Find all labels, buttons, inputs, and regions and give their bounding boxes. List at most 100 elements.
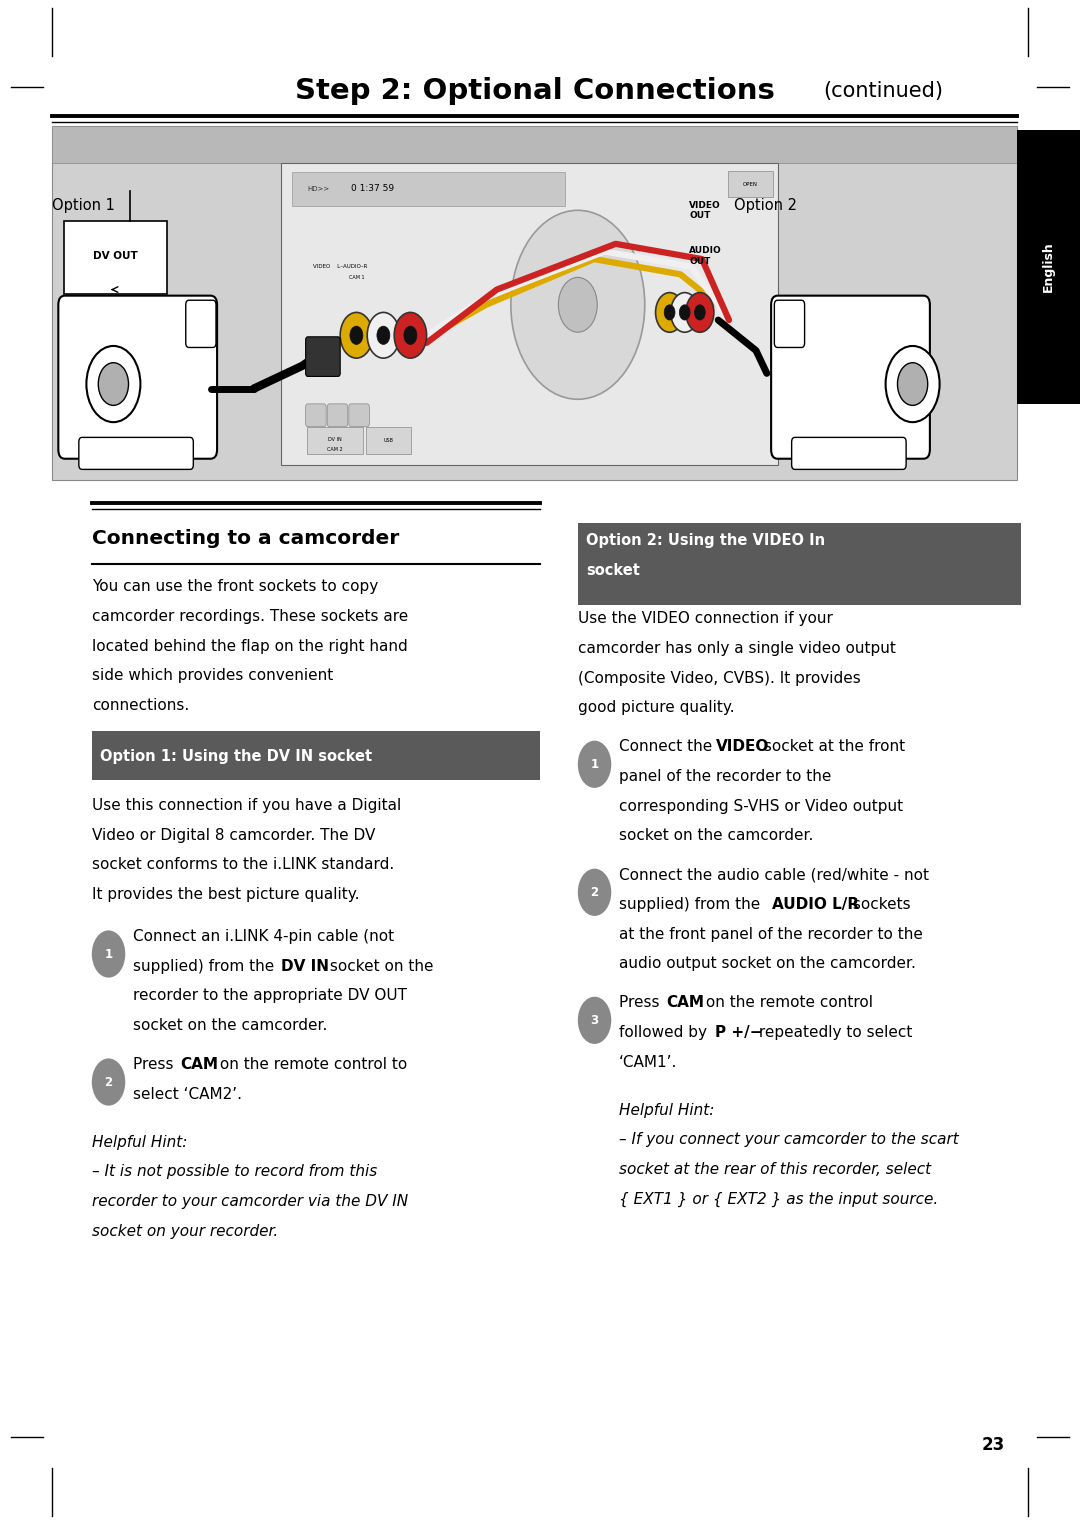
Text: AUDIO L/R: AUDIO L/R — [772, 896, 860, 911]
Circle shape — [367, 312, 400, 358]
Text: select ‘CAM2’.: select ‘CAM2’. — [133, 1087, 242, 1102]
Circle shape — [511, 210, 645, 399]
Text: 2: 2 — [105, 1076, 112, 1088]
Text: (continued): (continued) — [823, 81, 943, 102]
Text: CAM 2: CAM 2 — [327, 447, 342, 453]
Circle shape — [350, 326, 363, 344]
Text: socket on the camcorder.: socket on the camcorder. — [619, 828, 813, 843]
Text: socket conforms to the i.LINK standard.: socket conforms to the i.LINK standard. — [92, 856, 394, 872]
Text: English: English — [1042, 241, 1055, 293]
Circle shape — [897, 363, 928, 405]
FancyBboxPatch shape — [64, 221, 167, 294]
Text: recorder to your camcorder via the DV IN: recorder to your camcorder via the DV IN — [92, 1193, 408, 1209]
FancyBboxPatch shape — [52, 126, 1017, 163]
FancyBboxPatch shape — [186, 300, 216, 347]
Text: socket on your recorder.: socket on your recorder. — [92, 1224, 278, 1239]
Text: socket: socket — [586, 562, 640, 578]
FancyBboxPatch shape — [52, 126, 1017, 480]
Text: Press: Press — [133, 1058, 178, 1071]
Text: CAM: CAM — [666, 995, 704, 1010]
Text: Connect an i.LINK 4-pin cable (not: Connect an i.LINK 4-pin cable (not — [133, 928, 394, 943]
Circle shape — [578, 741, 611, 788]
Text: Option 2: Using the VIDEO In: Option 2: Using the VIDEO In — [586, 533, 825, 549]
Circle shape — [694, 305, 705, 320]
FancyBboxPatch shape — [92, 730, 540, 779]
Circle shape — [92, 930, 125, 978]
Text: Option 2: Option 2 — [734, 198, 797, 213]
Text: VIDEO    L–AUDIO–R: VIDEO L–AUDIO–R — [313, 264, 367, 270]
Text: recorder to the appropriate DV OUT: recorder to the appropriate DV OUT — [133, 988, 407, 1003]
Text: Use the VIDEO connection if your: Use the VIDEO connection if your — [578, 611, 833, 626]
Text: DV IN: DV IN — [328, 437, 341, 442]
Text: Use this connection if you have a Digital: Use this connection if you have a Digita… — [92, 797, 401, 812]
Text: socket at the front: socket at the front — [759, 739, 905, 754]
Text: (Composite Video, CVBS). It provides: (Composite Video, CVBS). It provides — [578, 671, 861, 686]
FancyBboxPatch shape — [79, 437, 193, 469]
Text: sockets: sockets — [848, 896, 910, 911]
Text: CAM 1: CAM 1 — [349, 274, 364, 280]
Text: VIDEO: VIDEO — [716, 739, 769, 754]
Text: AUDIO
OUT: AUDIO OUT — [689, 247, 721, 265]
Text: Video or Digital 8 camcorder. The DV: Video or Digital 8 camcorder. The DV — [92, 828, 375, 843]
FancyBboxPatch shape — [307, 427, 363, 454]
Text: { EXT1 } or { EXT2 } as the input source.: { EXT1 } or { EXT2 } as the input source… — [619, 1192, 939, 1207]
FancyBboxPatch shape — [327, 404, 348, 427]
FancyBboxPatch shape — [771, 296, 930, 459]
Circle shape — [92, 1058, 125, 1106]
Text: OPEN: OPEN — [743, 181, 758, 187]
Text: Step 2: Optional Connections: Step 2: Optional Connections — [295, 78, 785, 105]
Circle shape — [656, 293, 684, 332]
Text: VIDEO
OUT: VIDEO OUT — [689, 201, 720, 219]
Text: camcorder recordings. These sockets are: camcorder recordings. These sockets are — [92, 608, 408, 623]
Text: 23: 23 — [981, 1436, 1004, 1454]
FancyBboxPatch shape — [792, 437, 906, 469]
Text: Helpful Hint:: Helpful Hint: — [92, 1134, 187, 1149]
FancyBboxPatch shape — [58, 296, 217, 459]
Text: on the remote control: on the remote control — [701, 995, 873, 1010]
Text: DV IN: DV IN — [282, 959, 329, 974]
Text: socket on the camcorder.: socket on the camcorder. — [133, 1018, 327, 1033]
Circle shape — [578, 997, 611, 1044]
Circle shape — [679, 305, 690, 320]
Circle shape — [558, 277, 597, 332]
Circle shape — [86, 346, 140, 422]
Text: P +/−: P +/− — [715, 1026, 762, 1039]
Circle shape — [671, 293, 699, 332]
Text: Option 1: Option 1 — [52, 198, 114, 213]
FancyBboxPatch shape — [349, 404, 369, 427]
Text: socket at the rear of this recorder, select: socket at the rear of this recorder, sel… — [619, 1163, 931, 1177]
FancyBboxPatch shape — [306, 404, 326, 427]
Text: audio output socket on the camcorder.: audio output socket on the camcorder. — [619, 957, 916, 971]
Text: 2: 2 — [591, 885, 598, 899]
Circle shape — [664, 305, 675, 320]
Text: on the remote control to: on the remote control to — [215, 1058, 407, 1071]
Text: 1: 1 — [591, 757, 598, 771]
Text: DV OUT: DV OUT — [93, 251, 138, 261]
FancyBboxPatch shape — [1017, 130, 1080, 404]
Text: good picture quality.: good picture quality. — [578, 700, 734, 715]
Circle shape — [886, 346, 940, 422]
Circle shape — [578, 869, 611, 916]
Text: followed by: followed by — [619, 1026, 712, 1039]
Text: ‘CAM1’.: ‘CAM1’. — [619, 1055, 677, 1070]
Text: supplied) from the: supplied) from the — [133, 959, 279, 974]
Text: 0 1:37 59: 0 1:37 59 — [351, 184, 394, 194]
Text: You can use the front sockets to copy: You can use the front sockets to copy — [92, 579, 378, 594]
FancyBboxPatch shape — [306, 337, 340, 376]
FancyBboxPatch shape — [366, 427, 411, 454]
Circle shape — [404, 326, 417, 344]
Text: 3: 3 — [591, 1013, 598, 1027]
Text: HD>>: HD>> — [308, 186, 330, 192]
Text: repeatedly to select: repeatedly to select — [754, 1026, 913, 1039]
Circle shape — [98, 363, 129, 405]
Text: Connect the audio cable (red/white - not: Connect the audio cable (red/white - not — [619, 867, 929, 882]
Text: panel of the recorder to the: panel of the recorder to the — [619, 768, 832, 783]
FancyBboxPatch shape — [578, 523, 1021, 605]
Text: socket on the: socket on the — [325, 959, 433, 974]
Text: side which provides convenient: side which provides convenient — [92, 668, 333, 683]
Text: at the front panel of the recorder to the: at the front panel of the recorder to th… — [619, 927, 922, 942]
Circle shape — [340, 312, 373, 358]
Text: – If you connect your camcorder to the scart: – If you connect your camcorder to the s… — [619, 1132, 959, 1148]
Text: Connect the: Connect the — [619, 739, 717, 754]
Text: connections.: connections. — [92, 698, 189, 713]
